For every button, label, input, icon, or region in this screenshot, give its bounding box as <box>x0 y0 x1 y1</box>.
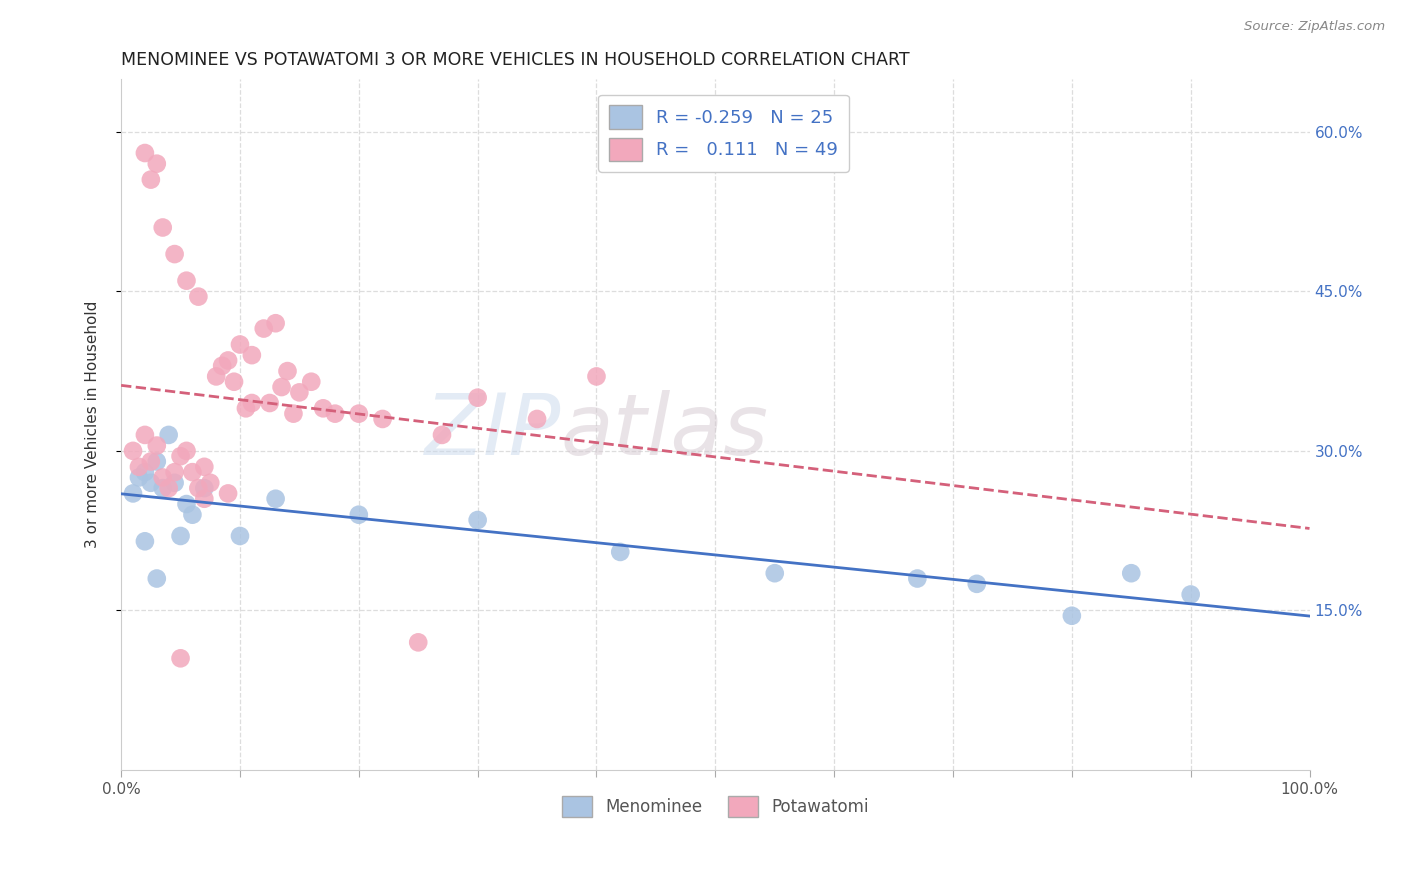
Point <box>128 470 150 484</box>
Point <box>193 491 215 506</box>
Point <box>371 412 394 426</box>
Point <box>1180 587 1202 601</box>
Point <box>467 513 489 527</box>
Point <box>264 491 287 506</box>
Point <box>187 481 209 495</box>
Point <box>217 486 239 500</box>
Point <box>181 508 204 522</box>
Point <box>200 475 222 490</box>
Point <box>609 545 631 559</box>
Text: ZIP: ZIP <box>425 390 561 473</box>
Point <box>139 172 162 186</box>
Point <box>276 364 298 378</box>
Point <box>169 529 191 543</box>
Point <box>176 497 198 511</box>
Point <box>163 475 186 490</box>
Point <box>157 481 180 495</box>
Point <box>229 337 252 351</box>
Point <box>134 146 156 161</box>
Point <box>139 475 162 490</box>
Point <box>1121 566 1143 581</box>
Point <box>122 486 145 500</box>
Point <box>146 572 169 586</box>
Point <box>193 481 215 495</box>
Point <box>163 465 186 479</box>
Point <box>152 220 174 235</box>
Point <box>128 459 150 474</box>
Point <box>229 529 252 543</box>
Point <box>222 375 245 389</box>
Point <box>467 391 489 405</box>
Point <box>146 454 169 468</box>
Point <box>283 407 305 421</box>
Text: atlas: atlas <box>561 390 769 473</box>
Point <box>406 635 429 649</box>
Point <box>253 321 276 335</box>
Point <box>181 465 204 479</box>
Point <box>905 572 928 586</box>
Point <box>134 428 156 442</box>
Point <box>585 369 607 384</box>
Point <box>169 651 191 665</box>
Point <box>205 369 228 384</box>
Point <box>312 401 335 416</box>
Point <box>134 534 156 549</box>
Point <box>763 566 786 581</box>
Point <box>146 439 169 453</box>
Point <box>193 459 215 474</box>
Point <box>211 359 233 373</box>
Point <box>240 396 263 410</box>
Point <box>264 316 287 330</box>
Point <box>152 481 174 495</box>
Point <box>217 353 239 368</box>
Point <box>347 508 370 522</box>
Legend: Menominee, Potawatomi: Menominee, Potawatomi <box>555 789 875 824</box>
Point <box>259 396 281 410</box>
Point <box>430 428 453 442</box>
Text: Source: ZipAtlas.com: Source: ZipAtlas.com <box>1244 20 1385 33</box>
Point <box>122 443 145 458</box>
Point <box>347 407 370 421</box>
Point <box>240 348 263 362</box>
Point <box>146 156 169 170</box>
Point <box>187 290 209 304</box>
Point <box>139 454 162 468</box>
Point <box>176 274 198 288</box>
Point <box>1060 608 1083 623</box>
Point <box>288 385 311 400</box>
Point <box>235 401 257 416</box>
Y-axis label: 3 or more Vehicles in Household: 3 or more Vehicles in Household <box>86 301 100 548</box>
Point <box>526 412 548 426</box>
Point <box>299 375 322 389</box>
Text: MENOMINEE VS POTAWATOMI 3 OR MORE VEHICLES IN HOUSEHOLD CORRELATION CHART: MENOMINEE VS POTAWATOMI 3 OR MORE VEHICL… <box>121 51 910 69</box>
Point <box>270 380 292 394</box>
Point <box>134 465 156 479</box>
Point <box>323 407 346 421</box>
Point <box>176 443 198 458</box>
Point <box>966 577 988 591</box>
Point <box>152 470 174 484</box>
Point <box>163 247 186 261</box>
Point <box>169 449 191 463</box>
Point <box>157 428 180 442</box>
